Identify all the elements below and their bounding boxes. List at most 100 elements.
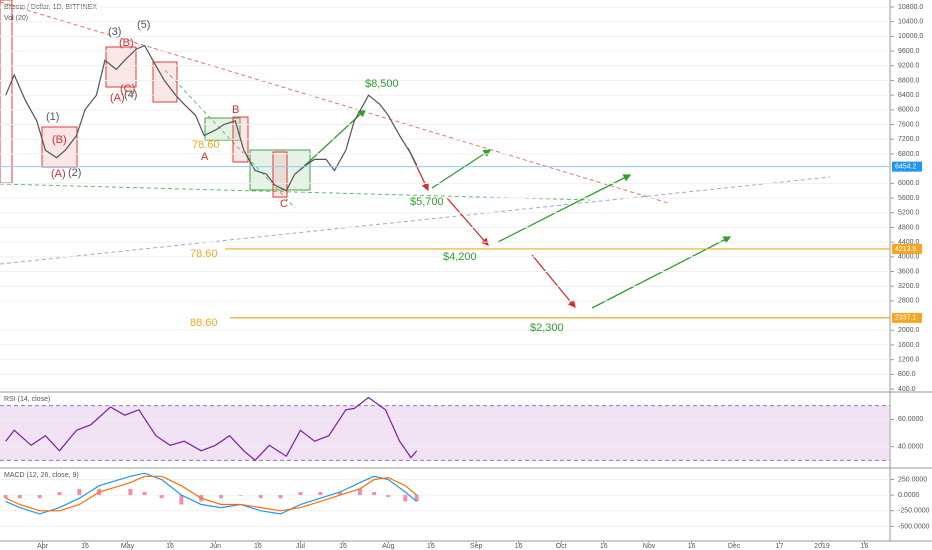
y-tick-label: 8000.0 — [898, 107, 920, 114]
histogram-bar — [159, 495, 164, 499]
histogram-bar — [386, 495, 391, 497]
projection-arrow — [497, 174, 632, 243]
histogram-bar — [403, 495, 408, 502]
y-tick-label: 5600.0 — [898, 195, 920, 202]
y-tick-label: 4400.0 — [898, 239, 920, 246]
x-tick-label: Nov — [643, 543, 656, 550]
y-tick-label: -500.0000 — [898, 523, 930, 530]
histogram-bar — [357, 488, 362, 496]
x-tick-label: Jun — [210, 543, 221, 550]
y-tick-label: 10400.0 — [898, 19, 923, 26]
histogram-bar — [318, 491, 323, 496]
rsi-title: RSI (14, close) — [4, 396, 50, 403]
wave-label: (A) — [51, 168, 66, 180]
y-tick-label: -250.0000 — [898, 508, 930, 515]
series-line — [5, 396, 418, 462]
wave-label: 78.60 — [192, 139, 220, 151]
wave-label: (A) — [110, 92, 125, 104]
wave-label: A — [201, 151, 209, 163]
y-tick-label: 10800.0 — [898, 4, 923, 11]
level-tag — [892, 243, 922, 254]
y-tick-label: 0.0000 — [898, 492, 920, 499]
x-tick-label: Oct — [556, 543, 567, 550]
histogram-bar — [219, 495, 224, 499]
histogram-bar — [238, 495, 243, 496]
target-label: $5,700 — [410, 196, 444, 208]
y-tick-label: 3200.0 — [898, 283, 920, 290]
y-tick-label: 9600.0 — [898, 48, 920, 55]
wave-label: (2) — [68, 167, 81, 179]
x-tick-label: 16 — [81, 543, 89, 550]
x-tick-label: Aug — [382, 543, 395, 550]
histogram-bar — [372, 491, 377, 496]
y-tick-label: 7200.0 — [898, 136, 920, 143]
level-price: 4213.9 — [895, 246, 917, 253]
x-tick-label: 16 — [427, 543, 435, 550]
y-tick-label: 800.0 — [898, 371, 916, 378]
wave-label: (C) — [120, 83, 135, 95]
histogram-bar — [142, 491, 147, 496]
last-price-label: 6454.2 — [895, 163, 917, 170]
target-label: $4,200 — [443, 251, 477, 263]
fib-label: 78.60 — [190, 248, 218, 260]
wave-label: (3) — [108, 26, 121, 38]
y-tick-label: 5200.0 — [898, 210, 920, 217]
y-tick-label: 8400.0 — [898, 92, 920, 99]
x-tick-label: 16 — [600, 543, 608, 550]
histogram-bar — [77, 488, 82, 496]
wave-label: (B) — [119, 37, 134, 49]
histogram-bar — [278, 495, 283, 499]
series-line — [5, 44, 418, 192]
trend-line — [0, 1, 669, 204]
wave-label: (5) — [137, 19, 150, 31]
wave-box — [204, 117, 241, 141]
x-tick-label: May — [121, 543, 135, 550]
y-tick-label: 250.0000 — [898, 476, 927, 483]
y-tick-label: 60.0000 — [898, 416, 923, 423]
volume-label: Vol (20) — [4, 15, 28, 22]
x-tick-label: 16 — [861, 543, 869, 550]
wave-label: (B) — [52, 134, 67, 146]
histogram-bar — [3, 495, 8, 499]
fib-label: 88.60 — [190, 317, 218, 329]
y-tick-label: 10000.0 — [898, 33, 923, 40]
trend-line — [0, 176, 831, 265]
y-tick-label: 1600.0 — [898, 342, 920, 349]
x-tick-label: 16 — [688, 543, 696, 550]
target-label: $8,500 — [365, 78, 399, 90]
level-price: 2337.1 — [895, 315, 917, 322]
y-tick-label: 2000.0 — [898, 327, 920, 334]
histogram-bar — [338, 491, 343, 496]
x-tick-label: Apr — [37, 543, 49, 550]
x-tick-label: 16 — [166, 543, 174, 550]
histogram-bar — [414, 495, 419, 502]
y-tick-label: 7600.0 — [898, 121, 920, 128]
histogram-bar — [57, 491, 62, 496]
x-tick-label: 16 — [515, 543, 523, 550]
projection-arrow — [431, 149, 492, 189]
histogram-bar — [37, 495, 42, 499]
histogram-bar — [258, 495, 263, 499]
x-tick-label: 16 — [254, 543, 262, 550]
x-tick-label: Dec — [728, 543, 741, 550]
wave-box — [41, 126, 78, 168]
y-tick-label: 2800.0 — [898, 298, 920, 305]
y-tick-label: 400.0 — [898, 386, 916, 393]
projection-arrow — [531, 254, 576, 309]
wave-label: (1) — [46, 111, 59, 123]
series-line — [5, 475, 418, 512]
histogram-bar — [17, 495, 22, 499]
target-label: $2,300 — [530, 322, 564, 334]
x-tick-label: 16 — [339, 543, 347, 550]
wave-label: B — [232, 104, 239, 116]
x-tick-label: Sep — [470, 543, 483, 550]
rsi-band — [0, 405, 890, 461]
y-tick-label: 9200.0 — [898, 63, 920, 70]
trend-line — [0, 183, 591, 201]
y-tick-label: 40.0000 — [898, 444, 923, 451]
projection-arrow — [446, 197, 489, 246]
histogram-bar — [179, 495, 184, 505]
y-tick-label: 3600.0 — [898, 268, 920, 275]
